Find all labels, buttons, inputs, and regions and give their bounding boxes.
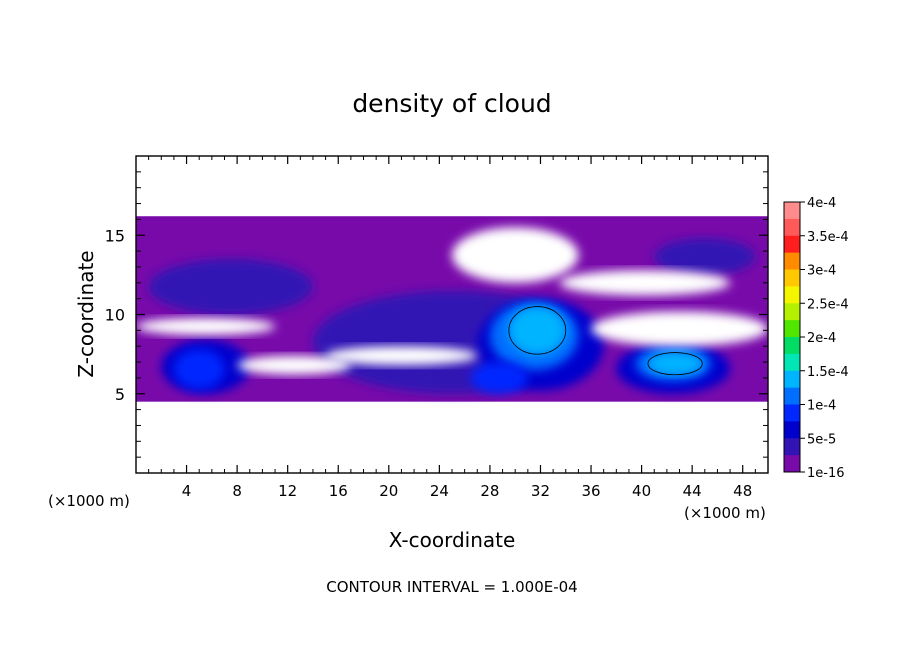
colorbar-label: 3.5e-4 xyxy=(807,230,849,245)
x-tick-label: 8 xyxy=(232,482,242,500)
clear-air-gap-1 xyxy=(237,355,351,375)
colorbar-label: 2.5e-4 xyxy=(807,297,849,312)
x-tick-label: 12 xyxy=(278,482,297,500)
y-axis: 5 10 15 xyxy=(105,171,768,458)
colorbar-label: 3e-4 xyxy=(807,264,836,279)
colorbar-segment xyxy=(784,218,800,237)
density-region-1 xyxy=(148,259,313,315)
contour-interval-footer: CONTOUR INTERVAL = 1.000E-04 xyxy=(326,578,577,596)
clear-air-gap-layer xyxy=(136,227,768,375)
colorbar-segment xyxy=(784,286,800,304)
x-tick-label: 20 xyxy=(379,482,398,500)
x-axis: 4 8 12 16 20 24 28 32 36 40 44 48 xyxy=(148,156,756,500)
colorbar-segment xyxy=(784,235,800,254)
x-axis-label: X-coordinate xyxy=(389,528,516,552)
clear-air-gap-2 xyxy=(325,346,478,366)
y-axis-label: Z-coordinate xyxy=(74,250,98,377)
colorbar-segment xyxy=(784,370,800,389)
colorbar-segment xyxy=(784,252,800,270)
colorbar-segment xyxy=(784,320,800,338)
colorbar-segment xyxy=(784,337,800,355)
x-tick-label: 36 xyxy=(581,482,600,500)
colorbar-segment xyxy=(784,269,800,287)
x-tick-label: 16 xyxy=(329,482,348,500)
x-tick-label: 28 xyxy=(480,482,499,500)
colorbar-label: 1.5e-4 xyxy=(807,365,849,380)
x-tick-label: 40 xyxy=(632,482,651,500)
colorbar-segment xyxy=(784,353,800,372)
colorbar-label: 4e-4 xyxy=(807,196,836,211)
y-tick-label: 10 xyxy=(105,306,125,325)
colorbar-label: 5e-5 xyxy=(807,432,836,447)
density-region-3 xyxy=(173,349,225,389)
x-axis-unit-right: (×1000 m) xyxy=(684,504,766,522)
colorbar-segment xyxy=(784,438,800,456)
colorbar-segment xyxy=(784,455,800,473)
colorbar-segment xyxy=(784,303,800,321)
density-region-7 xyxy=(508,306,566,355)
contour-line-1 xyxy=(647,352,703,376)
colorbar-segment xyxy=(784,404,800,422)
x-tick-label: 44 xyxy=(683,482,702,500)
density-region-8 xyxy=(470,362,528,394)
x-axis-unit-left: (×1000 m) xyxy=(48,492,130,510)
clear-air-gap-4 xyxy=(559,270,731,296)
colorbar-label: 1e-16 xyxy=(807,466,845,481)
contour-line-0 xyxy=(508,306,567,355)
x-tick-label: 24 xyxy=(430,482,449,500)
plot-area xyxy=(136,216,768,402)
x-tick-label: 4 xyxy=(182,482,192,500)
colorbar-segment xyxy=(784,387,800,405)
x-tick-label: 48 xyxy=(733,482,752,500)
contour-line-layer xyxy=(508,306,703,376)
colorbar-label: 2e-4 xyxy=(807,331,836,346)
density-fill-layer xyxy=(136,216,768,402)
colorbar-label: 1e-4 xyxy=(807,399,836,414)
density-region-12 xyxy=(654,238,756,275)
y-tick-label: 15 xyxy=(105,226,125,245)
colorbar-segment xyxy=(784,421,800,439)
y-tick-label: 5 xyxy=(115,385,125,404)
clear-air-gap-0 xyxy=(136,317,276,336)
x-tick-label: 32 xyxy=(531,482,550,500)
colorbar-segment xyxy=(784,202,800,220)
density-region-11 xyxy=(647,352,703,375)
clear-air-gap-3 xyxy=(452,227,579,283)
colorbar-legend: 4e-4 3.5e-4 3e-4 2.5e-4 2e-4 1.5e-4 1e-4 5e-5 1e… xyxy=(783,196,849,481)
chart-title: density of cloud xyxy=(352,89,551,118)
clear-air-gap-5 xyxy=(591,311,768,347)
